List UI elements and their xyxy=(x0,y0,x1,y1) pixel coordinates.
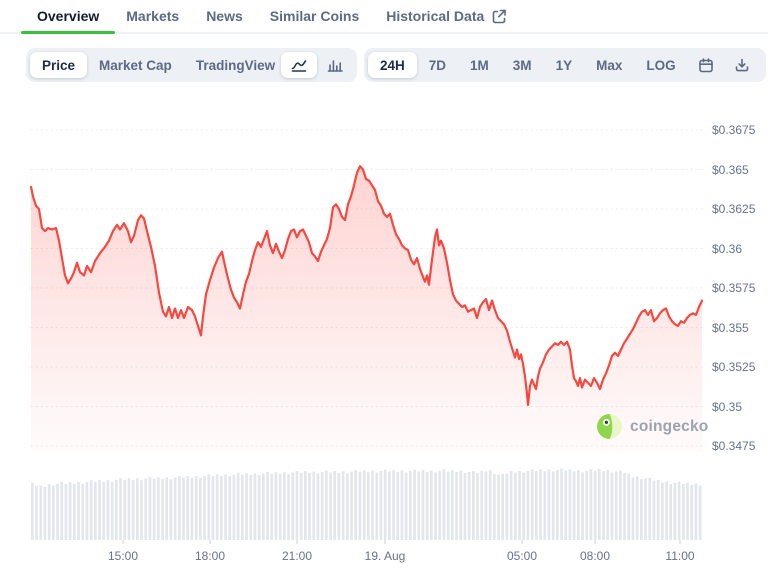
x-axis-tick: 05:00 xyxy=(506,549,538,563)
price-line xyxy=(29,165,704,406)
chart-toolbar: Price Market Cap TradingView 24H 7D 1M 3M 1Y Ma… xyxy=(0,48,768,82)
metric-toggle-group: Price Market Cap TradingView xyxy=(26,48,292,82)
external-link-icon xyxy=(492,9,507,24)
market-cap-button[interactable]: Market Cap xyxy=(99,57,172,73)
tab-similar-coins[interactable]: Similar Coins xyxy=(270,0,359,32)
tab-label: Markets xyxy=(126,8,180,24)
x-axis-tick: 21:00 xyxy=(281,549,313,563)
range-1y-button[interactable]: 1Y xyxy=(555,57,573,73)
section-tabs: Overview Markets News Similar Coins Historic… xyxy=(0,0,768,34)
y-axis-tick: $0.3525 xyxy=(712,360,756,374)
x-axis-tick: 08:00 xyxy=(579,549,611,563)
download-icon xyxy=(735,58,748,72)
bar-chart-icon-button[interactable] xyxy=(317,52,353,78)
tab-historical-data[interactable]: Historical Data xyxy=(386,0,508,32)
tradingview-button[interactable]: TradingView xyxy=(195,57,276,73)
price-area-fill xyxy=(31,166,702,453)
y-axis-tick: $0.35 xyxy=(712,399,743,414)
watermark-label: coingecko xyxy=(630,417,709,435)
y-axis-tick: $0.3575 xyxy=(712,281,756,295)
download-icon-button[interactable] xyxy=(724,52,760,78)
range-24h-button[interactable]: 24H xyxy=(368,52,417,78)
expand-icon-button[interactable] xyxy=(760,52,768,78)
range-max-button[interactable]: Max xyxy=(596,57,623,73)
tab-markets[interactable]: Markets xyxy=(126,0,179,32)
calendar-icon-button[interactable] xyxy=(688,52,724,78)
y-axis-tick: $0.355 xyxy=(712,320,749,335)
line-chart-icon xyxy=(291,60,307,72)
range-log-button[interactable]: LOG xyxy=(646,57,676,73)
y-axis-tick: $0.3475 xyxy=(712,439,756,453)
x-axis-tick: 11:00 xyxy=(665,549,695,563)
external-link-icon xyxy=(490,7,508,25)
chart-type-toggle-group xyxy=(277,48,357,82)
y-axis-tick: $0.365 xyxy=(712,162,749,177)
x-axis-tick: 19. Aug xyxy=(364,549,406,563)
coingecko-watermark: coingecko xyxy=(596,413,708,440)
x-axis-tick: 15:00 xyxy=(107,549,139,563)
y-axis-tick: $0.3625 xyxy=(712,202,756,216)
x-axis-tick: 18:00 xyxy=(194,549,226,563)
range-3m-button[interactable]: 3M xyxy=(512,57,532,73)
tab-news[interactable]: News xyxy=(206,0,243,32)
tab-label: Overview xyxy=(37,8,100,24)
gecko-logo-icon xyxy=(597,414,622,439)
tab-label: Historical Data xyxy=(386,8,485,24)
calendar-icon xyxy=(698,58,713,73)
bar-chart-icon xyxy=(327,60,343,72)
line-chart-icon-button[interactable] xyxy=(281,52,317,78)
range-1m-button[interactable]: 1M xyxy=(470,57,489,73)
price-button[interactable]: Price xyxy=(30,52,88,78)
range-7d-button[interactable]: 7D xyxy=(428,57,447,73)
y-axis-tick: $0.3675 xyxy=(712,123,756,137)
time-range-group: 24H 7D 1M 3M 1Y Max LOG xyxy=(364,48,766,82)
tab-label: News xyxy=(206,8,243,24)
y-axis-tick: $0.36 xyxy=(712,241,743,256)
tab-overview[interactable]: Overview xyxy=(20,0,116,34)
tab-label: Similar Coins xyxy=(269,8,360,24)
